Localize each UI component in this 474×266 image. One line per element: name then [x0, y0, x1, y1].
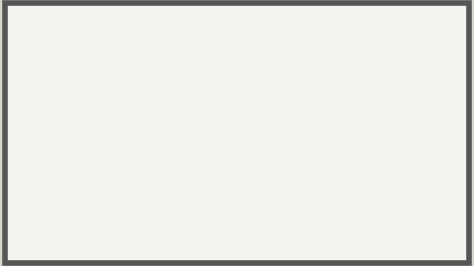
Text: $(3.50\!\times\!10^{3}\!\Omega)$: $(3.50\!\times\!10^{3}\!\Omega)$ — [189, 131, 273, 148]
Text: $R\!=\!3.50\!\times\!10^{3}\Omega$: $R\!=\!3.50\!\times\!10^{3}\Omega$ — [296, 65, 398, 84]
Text: P = IV: P = IV — [27, 135, 51, 144]
Text: © Study.com: © Study.com — [383, 242, 432, 251]
Text: $or\ 1.02cW$: $or\ 1.02cW$ — [92, 201, 155, 214]
Text: V = IR: V = IR — [27, 96, 52, 105]
Text: Ohm's Law: Ohm's Law — [27, 77, 78, 86]
Text: $(1.71\!\times\!10^{-3}\!A)^2$: $(1.71\!\times\!10^{-3}\!A)^2$ — [84, 131, 180, 148]
Text: Example 1 - What is the power dissipated through a resistor with resistance of 3: Example 1 - What is the power dissipated… — [27, 28, 449, 48]
Text: $P= 1.02\!\times\!10^{-2}W$: $P= 1.02\!\times\!10^{-2}W$ — [34, 164, 163, 183]
Text: $P\!=\;?$: $P\!=\;?$ — [314, 152, 349, 165]
Text: $\overline{I}\!=\!1.71\!\times\!10^{-3}A$: $\overline{I}\!=\!1.71\!\times\!10^{-3}A… — [294, 107, 396, 126]
Text: Power: Power — [27, 116, 51, 125]
Text: $P=$: $P=$ — [53, 131, 77, 147]
Text: $P= \overline{I}^{\,2}R$: $P= \overline{I}^{\,2}R$ — [131, 73, 207, 98]
